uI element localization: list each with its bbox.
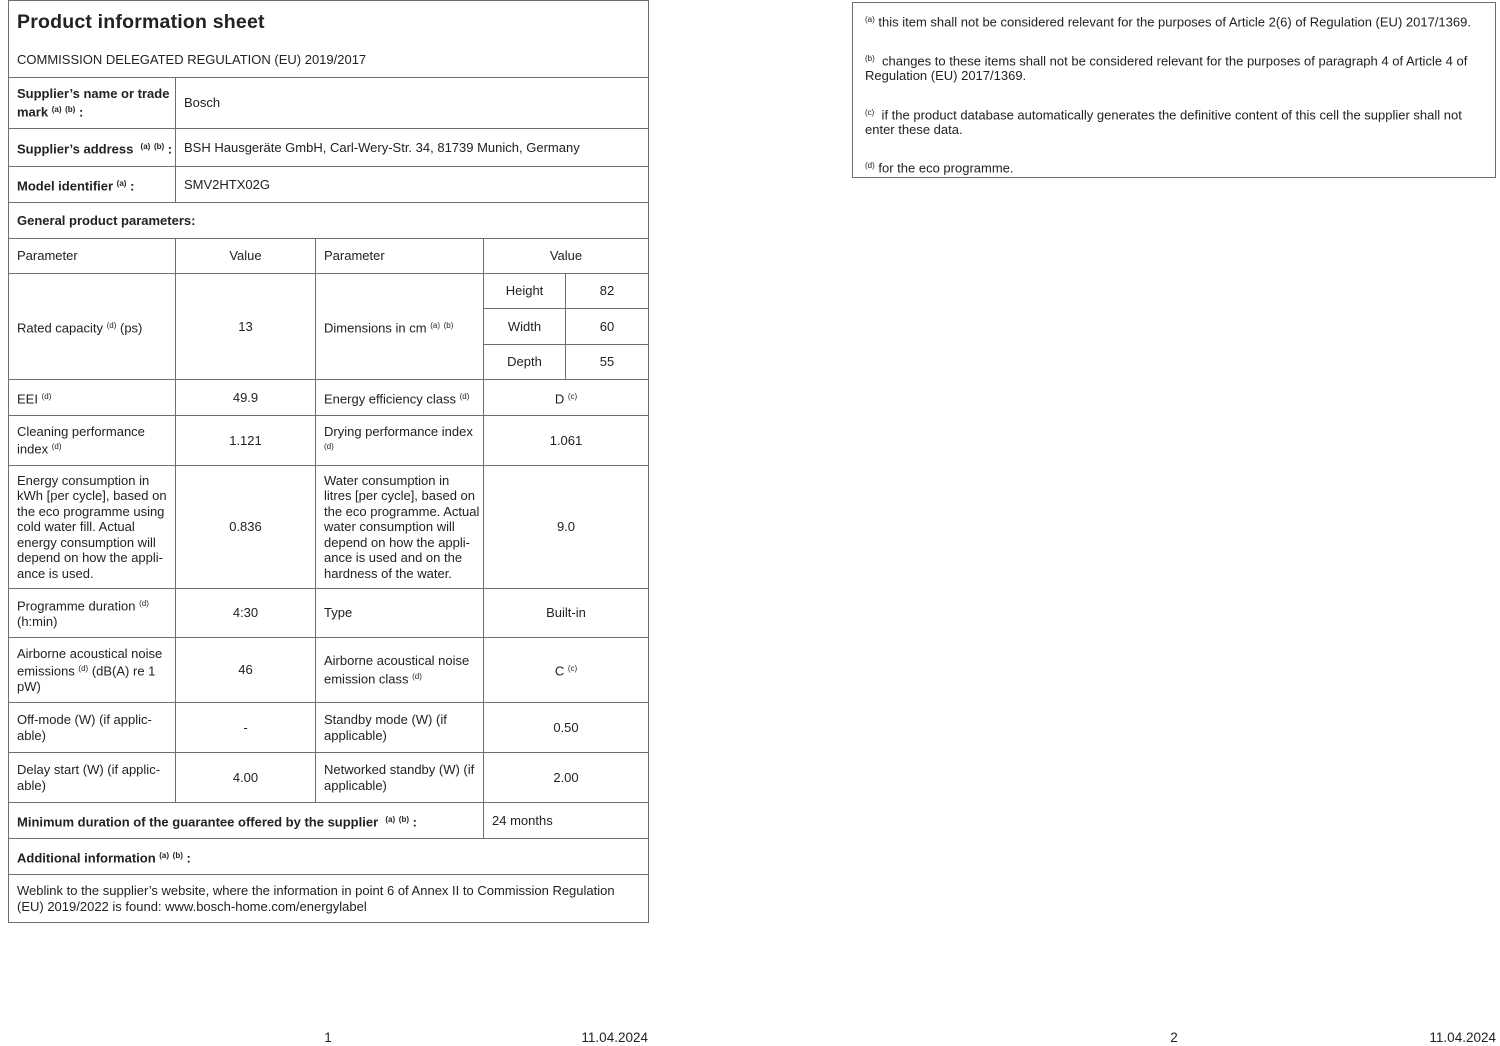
table-row: Additional information (a) (b) : <box>8 838 649 875</box>
type-value: Built-in <box>483 588 649 638</box>
dimension-height-label: Height <box>483 273 566 309</box>
rated-capacity-value: 13 <box>175 273 316 380</box>
table-row: Energy consumption in kWh [per cycle], b… <box>8 465 649 589</box>
dimension-width-label: Width <box>483 308 566 345</box>
type-label: Type <box>315 588 484 638</box>
off-mode-label: Off-mode (W) (if applic- able) <box>8 702 176 753</box>
footnote-d: (d) for the eco programme. <box>865 160 1014 176</box>
table-row: Minimum duration of the guarantee offere… <box>8 802 649 839</box>
rated-capacity-label: Rated capacity (d) (ps) <box>8 273 176 380</box>
networked-standby-value: 2.00 <box>483 752 649 803</box>
table-row: Model identifier (a) : SMV2HTX02G <box>8 166 649 203</box>
table-row: General product parameters: <box>8 202 649 239</box>
supplier-name-value: Bosch <box>175 77 649 129</box>
table-row: Programme duration (d) (h:min) 4:30 Type… <box>8 588 649 638</box>
supplier-name-label: Supplier’s name or trade mark (a) (b) : <box>8 77 176 129</box>
footnote-c: (c) if the product database automaticall… <box>865 107 1462 137</box>
delay-start-label: Delay start (W) (if applic- able) <box>8 752 176 803</box>
col-header-value-1: Value <box>175 238 316 274</box>
additional-info-heading: Additional information (a) (b) : <box>8 838 649 875</box>
table-row: Rated capacity (d) (ps) 13 Dimensions in… <box>8 273 649 380</box>
eei-label: EEI (d) <box>8 379 176 416</box>
programme-duration-value: 4:30 <box>175 588 316 638</box>
standby-mode-label: Standby mode (W) (if applicable) <box>315 702 484 753</box>
table-row: Supplier’s address (a) (b) : BSH Hausger… <box>8 128 649 167</box>
title-cell: Product information sheet COMMISSION DEL… <box>8 0 649 78</box>
table-row: Supplier’s name or trade mark (a) (b) : … <box>8 77 649 129</box>
table-header-row: Parameter Value Parameter Value <box>8 238 649 274</box>
guarantee-label: Minimum duration of the guarantee offere… <box>8 802 484 839</box>
standby-mode-value: 0.50 <box>483 702 649 753</box>
supplier-address-value: BSH Hausgeräte GmbH, Carl-Wery-Str. 34, … <box>175 128 649 167</box>
noise-emissions-value: 46 <box>175 637 316 703</box>
dimension-width-value: 60 <box>565 308 649 345</box>
model-identifier-label: Model identifier (a) : <box>8 166 176 203</box>
page-date: 11.04.2024 <box>581 1030 648 1045</box>
noise-class-label: Airborne acoustical noise emission class… <box>315 637 484 703</box>
energy-class-value: D (c) <box>483 379 649 416</box>
energy-class-label: Energy efficiency class (d) <box>315 379 484 416</box>
cleaning-index-value: 1.121 <box>175 415 316 466</box>
dimension-depth-value: 55 <box>565 344 649 380</box>
model-identifier-value: SMV2HTX02G <box>175 166 649 203</box>
table-row: Width 60 <box>9 308 649 345</box>
eei-value: 49.9 <box>175 379 316 416</box>
dimension-height-value: 82 <box>565 273 649 309</box>
energy-consumption-label: Energy consumption in kWh [per cycle], b… <box>8 465 176 589</box>
dimension-depth-label: Depth <box>483 344 566 380</box>
page2-footer: 2 11.04.2024 <box>852 1030 1496 1046</box>
page1-footer: 1 11.04.2024 <box>8 1030 648 1046</box>
col-header-value-2: Value <box>483 238 649 274</box>
table-row: Cleaning performance index (d) 1.121 Dry… <box>8 415 649 466</box>
weblink-text: Weblink to the supplier’s website, where… <box>8 874 649 923</box>
drying-index-label: Drying performance index (d) <box>315 415 484 466</box>
drying-index-value: 1.061 <box>483 415 649 466</box>
page-number: 1 <box>324 1030 332 1045</box>
noise-class-value: C (c) <box>483 637 649 703</box>
networked-standby-label: Networked standby (W) (if applicable) <box>315 752 484 803</box>
footnote-a: (a) this item shall not be considered re… <box>865 14 1471 30</box>
cleaning-index-label: Cleaning performance index (d) <box>8 415 176 466</box>
product-info-table: Product information sheet COMMISSION DEL… <box>8 0 649 923</box>
table-row: Airborne acoustical noise emissions (d) … <box>8 637 649 703</box>
footnote-b: (b) changes to these items shall not be … <box>865 53 1468 83</box>
col-header-parameter-2: Parameter <box>315 238 484 274</box>
dimensions-label: Dimensions in cm (a) (b) <box>315 273 484 380</box>
guarantee-value: 24 months <box>483 802 649 839</box>
col-header-parameter-1: Parameter <box>8 238 176 274</box>
energy-consumption-value: 0.836 <box>175 465 316 589</box>
delay-start-value: 4.00 <box>175 752 316 803</box>
regulation-subtitle: COMMISSION DELEGATED REGULATION (EU) 201… <box>17 51 367 67</box>
table-row: Weblink to the supplier’s website, where… <box>8 874 649 923</box>
supplier-address-label: Supplier’s address (a) (b) : <box>8 128 176 167</box>
water-consumption-value: 9.0 <box>483 465 649 589</box>
water-consumption-label: Water consumption in litres [per cycle],… <box>315 465 484 589</box>
general-parameters-heading: General product parameters: <box>8 202 649 239</box>
table-row: Depth 55 <box>9 344 649 380</box>
table-row: EEI (d) 49.9 Energy efficiency class (d)… <box>8 379 649 416</box>
table-row: Off-mode (W) (if applic- able) - Standby… <box>8 702 649 753</box>
off-mode-value: - <box>175 702 316 753</box>
table-row: Delay start (W) (if applic- able) 4.00 N… <box>8 752 649 803</box>
table-row: Product information sheet COMMISSION DEL… <box>8 0 649 78</box>
page-number: 2 <box>1170 1030 1178 1045</box>
programme-duration-label: Programme duration (d) (h:min) <box>8 588 176 638</box>
page-title: Product information sheet <box>17 11 265 33</box>
page-date: 11.04.2024 <box>1429 1030 1496 1045</box>
footnotes-box: (a) this item shall not be considered re… <box>852 2 1496 178</box>
noise-emissions-label: Airborne acoustical noise emissions (d) … <box>8 637 176 703</box>
